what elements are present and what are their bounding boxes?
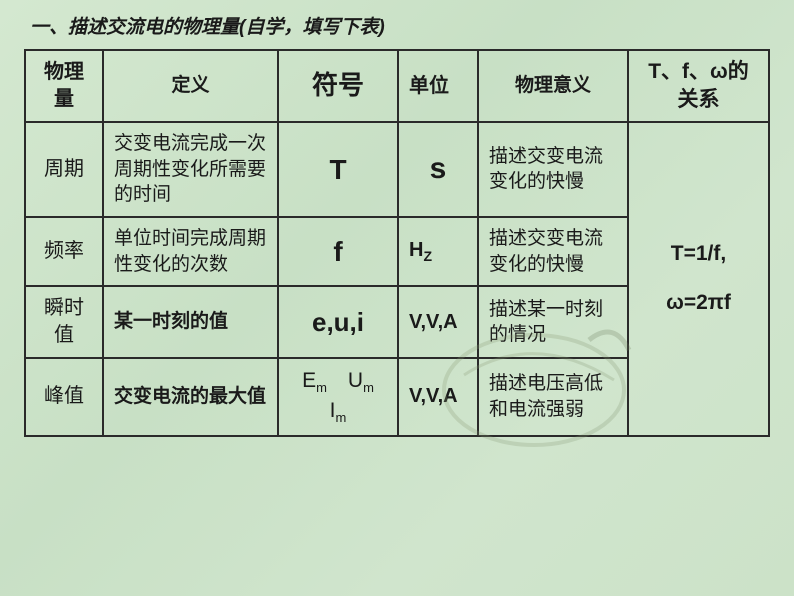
cell-name: 峰值 (25, 358, 103, 435)
cell-relation: T=1/f, ω=2πf (628, 122, 769, 436)
cell-sym: Em UmIm (278, 358, 398, 435)
header-meaning: 物理意义 (478, 50, 628, 122)
header-symbol: 符号 (278, 50, 398, 122)
cell-unit: HZ (398, 217, 478, 286)
cell-def: 交变电流的最大值 (103, 358, 278, 435)
cell-sym: e,u,i (278, 286, 398, 358)
cell-mean: 描述某一时刻的情况 (478, 286, 628, 358)
physics-table: 物理量 定义 符号 单位 物理意义 T、f、ω的关系 周期 交变电流完成一次周期… (24, 49, 770, 437)
cell-def: 交变电流完成一次周期性变化所需要的时间 (103, 122, 278, 217)
cell-sym: f (278, 217, 398, 286)
header-row: 物理量 定义 符号 单位 物理意义 T、f、ω的关系 (25, 50, 769, 122)
cell-mean: 描述电压高低和电流强弱 (478, 358, 628, 435)
relation-line2: ω=2πf (643, 289, 754, 317)
cell-sym: T (278, 122, 398, 217)
header-relation: T、f、ω的关系 (628, 50, 769, 122)
page-title: 一、描述交流电的物理量(自学，填写下表) (24, 12, 770, 39)
row-period: 周期 交变电流完成一次周期性变化所需要的时间 T s 描述交变电流变化的快慢 T… (25, 122, 769, 217)
cell-mean: 描述交变电流变化的快慢 (478, 122, 628, 217)
cell-mean: 描述交变电流变化的快慢 (478, 217, 628, 286)
cell-unit: V,V,A (398, 286, 478, 358)
relation-line1: T=1/f, (643, 240, 754, 268)
cell-name: 频率 (25, 217, 103, 286)
cell-unit: V,V,A (398, 358, 478, 435)
header-quantity: 物理量 (25, 50, 103, 122)
cell-unit: s (398, 122, 478, 217)
cell-def: 单位时间完成周期性变化的次数 (103, 217, 278, 286)
cell-name: 瞬时值 (25, 286, 103, 358)
cell-def: 某一时刻的值 (103, 286, 278, 358)
cell-name: 周期 (25, 122, 103, 217)
header-definition: 定义 (103, 50, 278, 122)
header-unit: 单位 (398, 50, 478, 122)
